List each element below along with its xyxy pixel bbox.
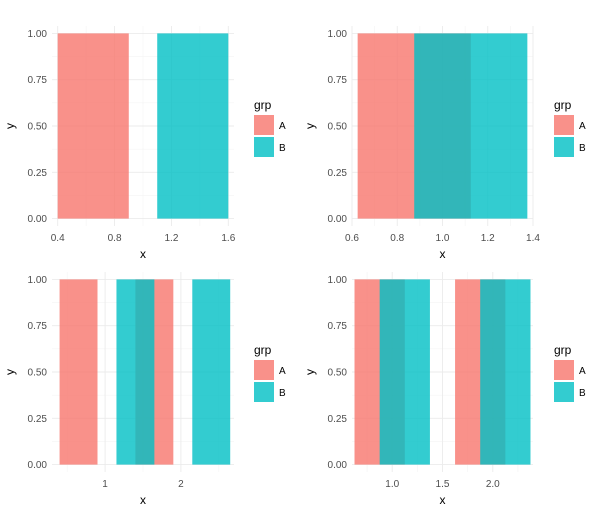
x-tick-label: 0.8 — [108, 233, 122, 244]
bar-b-1 — [116, 279, 155, 465]
legend-key-b — [254, 137, 274, 157]
x-tick-label: 1.5 — [436, 479, 450, 490]
chart-panel-1: 0.00 0.25 0.50 0.75 1.00 0.4 0.8 1.2 1.6 x y grp AB — [3, 26, 286, 261]
y-tick-label: 0.25 — [328, 414, 348, 425]
y-tick-label: 0.25 — [328, 168, 348, 179]
legend-label-a: A — [279, 366, 286, 377]
y-tick-label: 0.50 — [328, 122, 348, 133]
x-tick-label: 2 — [178, 479, 184, 490]
y-tick-label: 0.75 — [328, 75, 348, 86]
y-axis-title: y — [3, 369, 17, 375]
x-tick-label: 1.0 — [436, 233, 450, 244]
legend-key-a — [254, 115, 274, 135]
y-tick-label: 1.00 — [28, 29, 48, 40]
x-tick-label: 2.0 — [486, 479, 500, 490]
legend: grp AB — [554, 98, 586, 157]
legend-label-a: A — [579, 366, 586, 377]
bars — [354, 279, 531, 465]
bars — [357, 33, 528, 219]
legend-label-a: A — [279, 121, 286, 132]
legend-label-b: B — [579, 143, 586, 154]
legend-key-b — [254, 382, 274, 402]
legend-key-a — [554, 115, 574, 135]
bars — [59, 279, 231, 465]
bar-a-1 — [59, 279, 98, 465]
y-tick-label: 1.00 — [328, 275, 348, 286]
bar-b-1 — [379, 279, 430, 465]
legend-key-a — [254, 360, 274, 380]
y-tick-label: 0.25 — [28, 414, 48, 425]
x-tick-label: 1.4 — [526, 233, 540, 244]
legend: grp AB — [254, 98, 286, 157]
legend: grp AB — [554, 343, 586, 402]
x-tick-label: 1.2 — [481, 233, 495, 244]
x-axis-title: x — [140, 247, 146, 261]
y-tick-label: 0.00 — [28, 460, 48, 471]
y-tick-label: 0.25 — [28, 168, 48, 179]
y-tick-label: 0.50 — [328, 368, 348, 379]
x-axis-title: x — [440, 247, 446, 261]
legend-key-a — [554, 360, 574, 380]
x-axis-title: x — [440, 493, 446, 507]
x-tick-label: 0.8 — [390, 233, 404, 244]
y-tick-label: 0.00 — [328, 460, 348, 471]
bar-b-2 — [192, 279, 231, 465]
x-tick-label: 1.6 — [221, 233, 235, 244]
y-axis-title: y — [303, 123, 317, 129]
chart-panel-2: 0.00 0.25 0.50 0.75 1.00 0.6 0.8 1.0 1.2 1.4 x y grp… — [303, 26, 586, 261]
y-tick-label: 1.00 — [328, 29, 348, 40]
legend-title: grp — [254, 343, 272, 357]
y-tick-label: 0.00 — [28, 214, 48, 225]
x-tick-label: 1 — [102, 479, 108, 490]
legend-label-b: B — [279, 388, 286, 399]
legend-label-b: B — [279, 143, 286, 154]
y-tick-label: 0.75 — [28, 321, 48, 332]
bar-a-1 — [57, 33, 129, 219]
legend-label-a: A — [579, 121, 586, 132]
legend-title: grp — [254, 98, 272, 112]
bars — [57, 33, 229, 219]
y-tick-label: 1.00 — [28, 275, 48, 286]
x-axis-title: x — [140, 493, 146, 507]
legend-title: grp — [554, 98, 572, 112]
y-tick-label: 0.75 — [328, 321, 348, 332]
legend-key-b — [554, 382, 574, 402]
y-axis-title: y — [3, 123, 17, 129]
y-tick-label: 0.50 — [28, 122, 48, 133]
y-tick-label: 0.00 — [328, 214, 348, 225]
bar-b-1 — [157, 33, 229, 219]
y-tick-label: 0.50 — [28, 368, 48, 379]
x-tick-label: 1.2 — [164, 233, 178, 244]
legend-title: grp — [554, 343, 572, 357]
y-axis-title: y — [303, 369, 317, 375]
chart-panel-4: 0.00 0.25 0.50 0.75 1.00 1.0 1.5 2.0 x y grp AB — [303, 272, 586, 507]
y-tick-label: 0.75 — [28, 75, 48, 86]
x-tick-label: 0.6 — [345, 233, 359, 244]
legend-key-b — [554, 137, 574, 157]
chart-panel-3: 0.00 0.25 0.50 0.75 1.00 1 2 x y grp AB — [3, 272, 286, 507]
bar-b-2 — [480, 279, 531, 465]
legend-label-b: B — [579, 388, 586, 399]
bar-b-1 — [414, 33, 528, 219]
x-tick-label: 0.4 — [51, 233, 65, 244]
legend: grp AB — [254, 343, 286, 402]
x-tick-label: 1.0 — [385, 479, 399, 490]
